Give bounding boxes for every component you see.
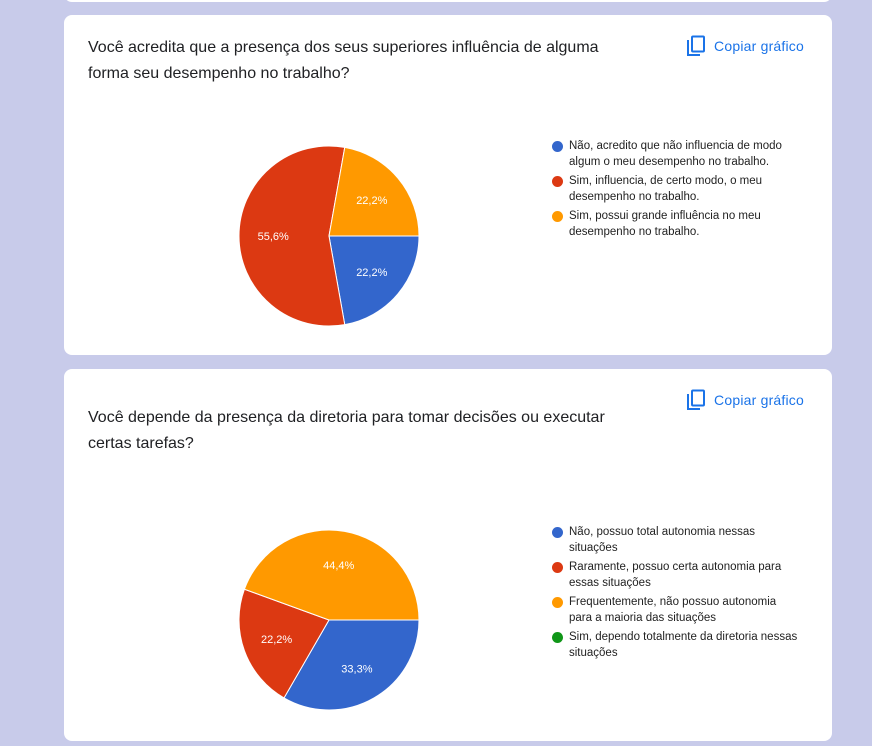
copy-chart-label: Copiar gráfico: [714, 392, 804, 408]
pie-slice-0: [283, 619, 420, 711]
copy-icon: [687, 35, 706, 56]
legend-swatch: [552, 527, 563, 538]
question-title: Você depende da presença da diretoria pa…: [88, 409, 605, 452]
legend-item-2: Frequentemente, não possuo autonomia par…: [552, 594, 802, 626]
legend-label: Raramente, possuo certa autonomia para e…: [569, 561, 782, 589]
legend-item-1: Raramente, possuo certa autonomia para e…: [552, 559, 802, 591]
pie-slice-label-0: 33,3%: [341, 663, 372, 675]
legend-label: Não, acredito que não influencia de modo…: [569, 140, 782, 168]
chart-legend: Não, possuo total autonomia nessas situa…: [552, 524, 802, 664]
legend-swatch: [552, 211, 563, 222]
legend-label: Sim, possui grande influência no meu des…: [569, 210, 761, 238]
pie-chart: 22,2% 55,6% 22,2%: [238, 145, 420, 327]
legend-item-2: Sim, possui grande influência no meu des…: [552, 208, 802, 240]
legend-swatch: [552, 562, 563, 573]
pie-slice-0: [328, 235, 420, 326]
pie-chart: 33,3% 22,2% 44,4%: [238, 529, 420, 711]
legend-item-0: Não, acredito que não influencia de modo…: [552, 138, 802, 170]
copy-chart-button[interactable]: Copiar gráfico: [686, 35, 804, 57]
pie-slice-label-1: 22,2%: [261, 634, 292, 646]
legend-item-3: Sim, dependo totalmente da diretoria nes…: [552, 629, 802, 661]
chart-legend: Não, acredito que não influencia de modo…: [552, 138, 802, 243]
pie-slice-label-1: 55,6%: [258, 231, 289, 243]
question-title: Você acredita que a presença dos seus su…: [88, 39, 599, 82]
pie-slice-2: [243, 529, 420, 621]
legend-item-1: Sim, influencia, de certo modo, o meu de…: [552, 173, 802, 205]
pie-slice-1: [238, 145, 346, 327]
pie-slice-1: [238, 588, 330, 699]
chart-card-1: Você acredita que a presença dos seus su…: [64, 15, 832, 355]
pie-slice-2: [328, 146, 420, 237]
previous-card: [64, 0, 832, 2]
legend-label: Não, possuo total autonomia nessas situa…: [569, 526, 756, 554]
legend-item-0: Não, possuo total autonomia nessas situa…: [552, 524, 802, 556]
legend-swatch: [552, 632, 563, 643]
pie-slice-label-2: 22,2%: [356, 195, 387, 207]
chart-card-2: Você depende da presença da diretoria pa…: [64, 369, 832, 741]
legend-label: Sim, influencia, de certo modo, o meu de…: [569, 175, 763, 203]
copy-chart-label: Copiar gráfico: [714, 38, 804, 54]
pie-slice-label-2: 44,4%: [323, 560, 354, 572]
legend-swatch: [552, 141, 563, 152]
legend-swatch: [552, 597, 563, 608]
pie-slice-label-0: 22,2%: [356, 267, 387, 279]
copy-chart-button[interactable]: Copiar gráfico: [686, 389, 804, 411]
copy-icon: [687, 389, 706, 410]
legend-label: Sim, dependo totalmente da diretoria nes…: [569, 631, 798, 659]
legend-swatch: [552, 176, 563, 187]
legend-label: Frequentemente, não possuo autonomia par…: [569, 596, 777, 624]
